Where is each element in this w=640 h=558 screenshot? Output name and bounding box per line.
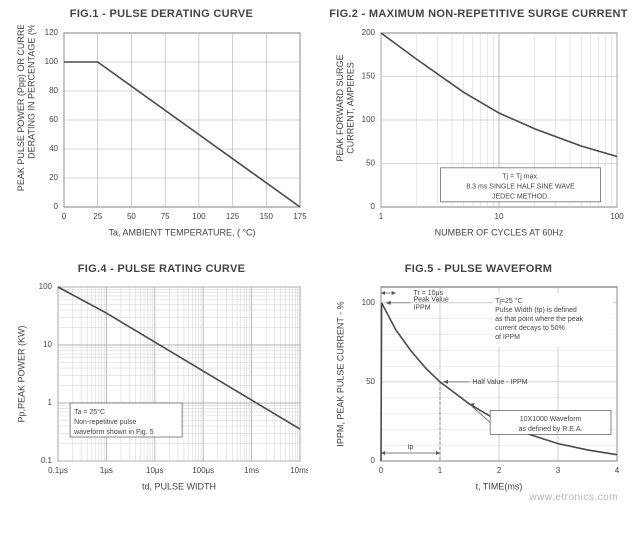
svg-text:waveform shown in Fig. 5: waveform shown in Fig. 5 [73,429,153,436]
fig2-panel: FIG.2 - MAXIMUM NON-REPETITIVE SURGE CUR… [325,8,632,245]
svg-text:100: 100 [362,298,376,307]
svg-text:0.1μs: 0.1μs [48,466,68,475]
fig2-title: FIG.2 - MAXIMUM NON-REPETITIVE SURGE CUR… [325,8,632,21]
svg-text:Tj=25 °C: Tj=25 °C [495,297,523,305]
svg-text:20: 20 [49,173,58,182]
svg-text:80: 80 [49,86,58,95]
svg-text:4: 4 [615,466,620,475]
svg-text:NUMBER OF CYCLES AT 60Hz: NUMBER OF CYCLES AT 60Hz [435,227,564,237]
svg-text:150: 150 [260,212,274,221]
svg-text:25: 25 [93,212,102,221]
svg-text:Pp,PEAK POWER (KW): Pp,PEAK POWER (KW) [16,326,26,423]
svg-text:50: 50 [127,212,136,221]
svg-text:Half Value - IPPM: Half Value - IPPM [472,379,527,386]
svg-text:150: 150 [362,71,376,80]
svg-text:Ta = 25°C: Ta = 25°C [74,408,105,416]
svg-text:t, TIME(ms): t, TIME(ms) [476,482,523,492]
svg-text:0.1: 0.1 [41,456,53,465]
svg-text:200: 200 [362,28,376,37]
svg-text:td, PULSE WIDTH: td, PULSE WIDTH [142,482,216,492]
svg-text:0: 0 [371,456,376,465]
fig1-chart: 0 25 50 75 100 125 150 175 0 20 40 60 80 100 120 Ta, AM… [8,25,308,245]
fig2-chart: 0 50 100 150 200 1 10 100 Tj = Tj max. 8.3 ms SIN… [325,25,625,245]
svg-text:1: 1 [379,212,384,221]
svg-text:175: 175 [293,212,307,221]
svg-text:10: 10 [495,212,504,221]
svg-text:40: 40 [49,144,58,153]
svg-text:0: 0 [62,212,67,221]
svg-text:120: 120 [45,28,59,37]
svg-text:current decays to 50%: current decays to 50% [495,325,565,332]
svg-text:100: 100 [192,212,206,221]
fig5-title: FIG.5 - PULSE WAVEFORM [325,263,632,276]
svg-text:2: 2 [497,466,502,475]
svg-text:PEAK PULSE POWER (Ppp) OR CURR: PEAK PULSE POWER (Ppp) OR CURRENT (IPP)D… [16,25,36,191]
svg-text:8.3 ms SINGLE HALF SINE WAVE: 8.3 ms SINGLE HALF SINE WAVE [466,183,575,190]
svg-text:of IPPM: of IPPM [495,334,520,341]
svg-text:1ms: 1ms [244,466,259,475]
svg-text:50: 50 [366,377,375,386]
svg-text:100: 100 [610,212,624,221]
svg-text:0: 0 [379,466,384,475]
svg-text:Ta, AMBIENT TEMPERATURE, ( °C): Ta, AMBIENT TEMPERATURE, ( °C) [108,227,255,237]
fig4-title: FIG.4 - PULSE RATING CURVE [8,263,315,276]
svg-text:1μs: 1μs [100,466,113,475]
svg-text:1: 1 [48,398,53,407]
svg-text:Pulse Width (tp) is defined: Pulse Width (tp) is defined [495,307,577,314]
fig5-chart: 01234050100Tr = 10μsPeak ValueIPPMHalf V… [325,279,625,499]
svg-text:60: 60 [49,115,58,124]
svg-text:as defined by R.E.A.: as defined by R.E.A. [519,427,583,434]
svg-text:as that point where the peak: as that point where the peak [495,316,583,323]
fig4-panel: FIG.4 - PULSE RATING CURVE 0.1μs 1μs 10μs 1… [8,263,315,500]
svg-text:75: 75 [161,212,170,221]
svg-text:10ms: 10ms [290,466,308,475]
svg-text:JEDEC METHOD.: JEDEC METHOD. [492,193,549,200]
svg-text:100: 100 [362,115,376,124]
svg-text:100μs: 100μs [192,466,214,475]
svg-text:50: 50 [366,158,375,167]
svg-text:tp: tp [408,444,414,451]
svg-text:100: 100 [45,57,59,66]
svg-text:125: 125 [226,212,240,221]
svg-text:0: 0 [54,202,59,211]
fig1-title: FIG.1 - PULSE DERATING CURVE [8,8,315,21]
svg-text:IPPM, PEAK PULSE CURRENT - %: IPPM, PEAK PULSE CURRENT - % [335,302,345,447]
svg-text:Tj = Tj max.: Tj = Tj max. [502,173,539,180]
svg-text:Non-repetitive pulse: Non-repetitive pulse [74,419,136,426]
svg-text:10X1000 Waveform: 10X1000 Waveform [520,417,582,424]
svg-text:10: 10 [43,340,52,349]
svg-text:1: 1 [438,466,443,475]
svg-text:10μs: 10μs [146,466,164,475]
svg-text:100: 100 [39,282,53,291]
fig4-chart: 0.1μs 1μs 10μs 100μs 1ms 10ms 0.1 1 10 100 Ta = 25… [8,279,308,499]
svg-text:PEAK FORWARD SURGECURRENT, AMP: PEAK FORWARD SURGECURRENT, AMPERES [335,54,355,161]
svg-text:3: 3 [556,466,561,475]
svg-text:0: 0 [371,202,376,211]
fig1-panel: FIG.1 - PULSE DERATING CURVE 0 25 50 75 100 1… [8,8,315,245]
fig5-panel: FIG.5 - PULSE WAVEFORM 01234050100Tr = 1… [325,263,632,500]
